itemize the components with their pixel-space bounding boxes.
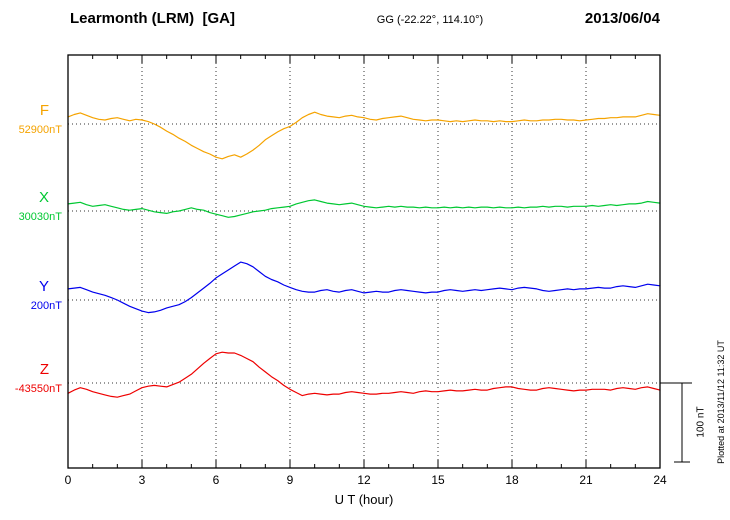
- channel-label-f: F 52900nT: [2, 103, 62, 136]
- x-tick-label: 0: [64, 473, 72, 487]
- channel-label-z: Z -43550nT: [2, 362, 62, 395]
- x-tick-label: 6: [212, 473, 220, 487]
- channel-f-baseline-value: 52900nT: [18, 124, 62, 136]
- plotted-at-note: Plotted at 2013/11/12 11:32 UT: [716, 340, 726, 464]
- channel-z-baseline-value: -43550nT: [14, 383, 62, 395]
- channel-x-baseline-value: 30030nT: [18, 211, 62, 223]
- x-tick-label: 21: [579, 473, 593, 487]
- channel-label-x: X 30030nT: [2, 190, 62, 223]
- plot-date: 2013/06/04: [584, 10, 660, 27]
- x-tick-label: 15: [431, 473, 445, 487]
- scale-bar-label: 100 nT: [695, 406, 707, 438]
- x-axis-title: U T (hour): [334, 492, 394, 507]
- channel-z-letter: Z: [39, 361, 49, 378]
- geo-coordinates: GG (-22.22°, 114.10°): [376, 14, 484, 26]
- x-tick-label: 12: [357, 473, 371, 487]
- channel-f-letter: F: [39, 102, 49, 119]
- x-tick-label: 3: [138, 473, 146, 487]
- x-tick-label: 24: [653, 473, 667, 487]
- channel-y-baseline-value: 200nT: [30, 300, 62, 312]
- channel-x-letter: X: [38, 189, 49, 206]
- x-tick-label: 9: [286, 473, 294, 487]
- x-tick-label: 18: [505, 473, 519, 487]
- channel-label-y: Y 200nT: [2, 279, 62, 312]
- channel-y-letter: Y: [38, 278, 49, 295]
- station-title: Learmonth (LRM) [GA]: [70, 10, 235, 27]
